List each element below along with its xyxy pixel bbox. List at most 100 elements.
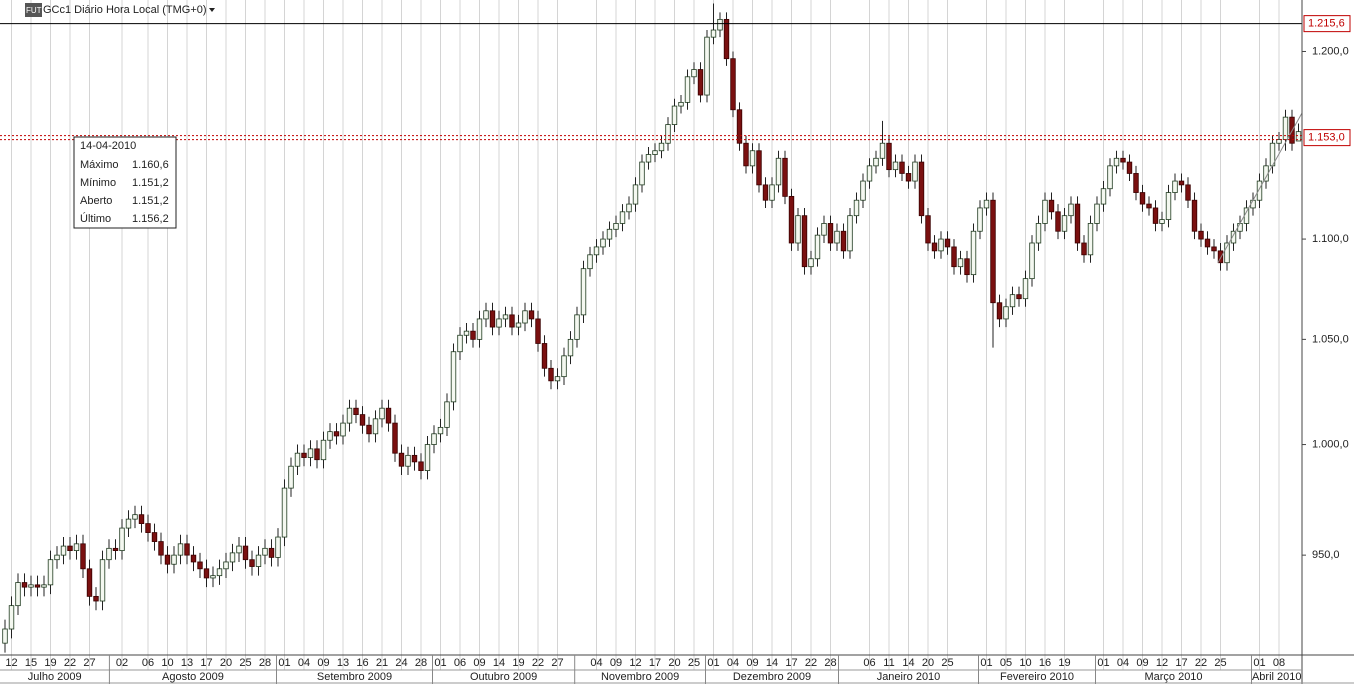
candle-body-up	[132, 514, 138, 520]
candle-body-up	[60, 545, 67, 556]
candle-body-up	[275, 536, 281, 558]
tooltip-value: 1.151,2	[132, 195, 169, 207]
candle-body-down	[34, 584, 41, 588]
candle-body-down	[80, 543, 86, 570]
candle-body-down	[249, 559, 255, 567]
candle-body-up	[1276, 139, 1282, 144]
y-tick-label: 1.000,0	[1312, 438, 1349, 450]
candle-body-up	[54, 554, 60, 561]
candle-body-up	[281, 487, 288, 538]
candle-body-down	[1217, 250, 1224, 264]
candle-body-up	[236, 545, 242, 554]
candle-body-down	[801, 215, 808, 268]
candle-body-up	[1035, 223, 1042, 244]
x-tick-label: 25	[1214, 657, 1226, 669]
x-tick-label: 13	[337, 657, 349, 669]
candle-body-down	[1081, 242, 1087, 256]
candle-body-up	[262, 547, 268, 556]
candle-body-down	[762, 184, 769, 201]
candle-body-up	[639, 161, 645, 186]
x-tick-label: 01	[707, 657, 719, 669]
candle-body-up	[450, 351, 457, 403]
candle-body-up	[873, 157, 879, 167]
candle-body-up	[307, 448, 314, 458]
tooltip-label: Aberto	[80, 195, 112, 207]
candle-body-up	[47, 559, 54, 586]
candle-body-up	[1009, 294, 1016, 308]
candle-body-down	[899, 161, 905, 174]
candle-body-up	[1042, 199, 1048, 224]
candle-body-up	[177, 543, 184, 556]
candle-body-down	[93, 595, 99, 602]
candle-body-up	[346, 407, 353, 424]
candle-body-up	[216, 568, 223, 577]
candle-body-up	[847, 215, 853, 252]
x-tick-label: 06	[142, 657, 154, 669]
candle-body-down	[392, 422, 398, 454]
candle-body-down	[697, 69, 704, 96]
candle-body-down	[541, 343, 548, 369]
candle-body-down	[1139, 192, 1146, 205]
candle-body-up	[2, 628, 8, 644]
x-tick-label: 09	[473, 657, 485, 669]
y-tick-label: 1.050,0	[1312, 333, 1349, 345]
candle-body-down	[489, 310, 496, 328]
x-tick-label: 09	[317, 657, 329, 669]
candle-body-down	[353, 407, 359, 415]
candle-body-down	[964, 258, 970, 276]
candle-body-up	[1003, 306, 1009, 320]
candle-body-up	[372, 418, 379, 435]
badge-bg	[25, 3, 42, 17]
candle-body-down	[242, 545, 249, 561]
candle-body-up	[171, 554, 177, 565]
y-tick-label: 1.200,0	[1312, 45, 1349, 57]
badge: FUT	[26, 6, 42, 15]
price-label-box	[1303, 129, 1351, 147]
x-tick-label: 01	[1097, 657, 1109, 669]
candle-body-up	[28, 584, 34, 588]
candle-body-down	[931, 242, 938, 252]
candle-body-up	[1029, 242, 1035, 280]
x-tick-label: 28	[824, 657, 836, 669]
candle-body-down	[827, 223, 834, 244]
x-tick-label: 17	[785, 657, 797, 669]
candle-body-up	[626, 203, 632, 213]
x-tick-label: 09	[746, 657, 758, 669]
candle-body-up	[587, 254, 593, 270]
dropdown-arrow[interactable]	[209, 8, 215, 12]
candle-body-up	[808, 258, 814, 268]
price-label-box	[1303, 15, 1351, 33]
candle-body-down	[184, 543, 190, 556]
candle-body-up	[957, 258, 964, 268]
candle-body-down	[1133, 173, 1139, 193]
x-tick-label: 25	[941, 657, 953, 669]
x-tick-label: 14	[766, 657, 778, 669]
candle-body-up	[431, 433, 437, 445]
candle-body-down	[138, 514, 145, 524]
candle-body-up	[223, 561, 229, 570]
candle-body-down	[925, 215, 931, 244]
candle-body-up	[652, 150, 658, 155]
x-tick-label: 12	[1156, 657, 1168, 669]
candle-body-up	[73, 543, 80, 552]
candle-body-down	[535, 318, 541, 344]
candle-body-up	[1295, 131, 1302, 142]
candle-body-down	[1204, 238, 1211, 248]
candle-body-up	[327, 431, 333, 441]
candle-body-up	[580, 268, 587, 316]
x-tick-label: 15	[25, 657, 37, 669]
x-tick-label: 04	[298, 657, 310, 669]
candle-body-up	[1165, 192, 1172, 220]
candle-body-down	[1185, 184, 1191, 201]
candle-body-up	[1061, 215, 1068, 232]
candle-body-down	[1120, 157, 1126, 163]
x-tick-label: 01	[980, 657, 992, 669]
candle-body-down	[1198, 230, 1204, 240]
x-tick-label: 10	[161, 657, 173, 669]
x-tick-label: 22	[64, 657, 76, 669]
candle-body-down	[756, 150, 762, 186]
candle-body-up	[288, 465, 294, 489]
candle-body-up	[1087, 223, 1094, 256]
candle-body-up	[860, 180, 866, 201]
